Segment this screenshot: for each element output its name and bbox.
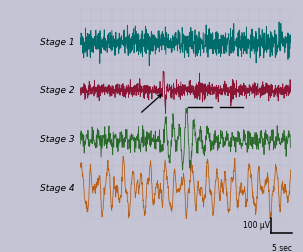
Text: Stage 2: Stage 2 (40, 86, 74, 94)
Text: Stage 1: Stage 1 (40, 38, 74, 47)
Text: 100 μV: 100 μV (243, 221, 270, 230)
Text: Stage 4: Stage 4 (40, 184, 74, 193)
Text: Stage 3: Stage 3 (40, 135, 74, 144)
Text: 5 sec: 5 sec (272, 244, 292, 252)
